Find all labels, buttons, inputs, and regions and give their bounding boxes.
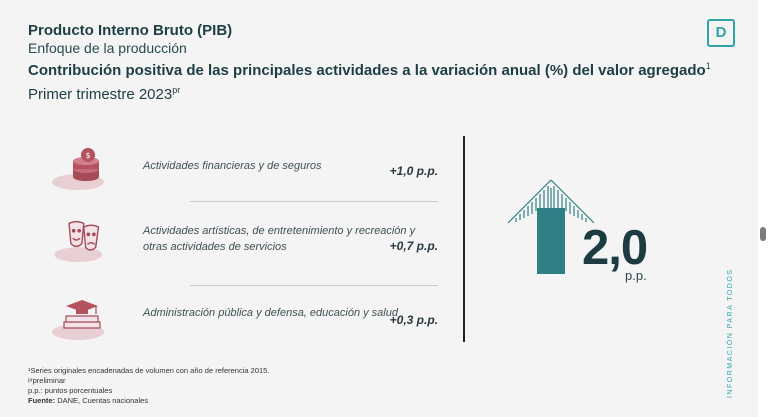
- total-unit: p.p.: [625, 268, 647, 283]
- activity-value: +0,3 p.p.: [389, 313, 438, 327]
- graduation-books-icon: [52, 300, 104, 340]
- heading-text: Contribución positiva de las principales…: [28, 62, 706, 79]
- period-text: Primer trimestre 2023: [28, 86, 173, 103]
- activity-label: Actividades artísticas, de entretenimien…: [143, 225, 416, 253]
- slide-title: Producto Interno Bruto (PIB): [28, 22, 233, 39]
- footnotes: ¹Series originales encadenadas de volume…: [28, 366, 269, 406]
- slide-period: Primer trimestre 2023pr: [28, 80, 711, 105]
- row-divider: [190, 285, 438, 286]
- heading-footnote-mark: 1: [705, 61, 711, 71]
- activity-label: Actividades financieras y de seguros: [143, 160, 322, 172]
- total-value: 2,0: [582, 221, 648, 275]
- scrollbar-thumb[interactable]: [760, 227, 766, 241]
- dane-logo-icon: D: [707, 19, 735, 47]
- activity-row-financial: $ Actividades financieras y de seguros +…: [50, 146, 438, 192]
- footnote-source: Fuente: DANE, Cuentas nacionales: [28, 396, 269, 406]
- vertical-scrollbar[interactable]: [758, 0, 768, 417]
- source-label: Fuente:: [28, 396, 56, 405]
- vertical-divider: [463, 136, 465, 342]
- slogan-vertical-text: INFORMACIÓN PARA TODOS: [727, 268, 734, 398]
- period-footnote-mark: pr: [172, 85, 181, 95]
- slide-heading: Contribución positiva de las principales…: [28, 57, 711, 80]
- slide-subtitle: Enfoque de la producción: [28, 40, 187, 56]
- up-arrow-icon: [508, 179, 594, 274]
- footnote-preliminary: ᵖʳpreliminar: [28, 376, 66, 385]
- coins-icon: $: [52, 148, 104, 190]
- activity-value: +1,0 p.p.: [389, 164, 438, 178]
- theater-masks-icon: [54, 220, 103, 262]
- svg-text:$: $: [85, 151, 90, 160]
- activity-label: Administración pública y defensa, educac…: [143, 307, 398, 319]
- footnote-series: ¹Series originales encadenadas de volume…: [28, 366, 270, 375]
- activity-value: +0,7 p.p.: [389, 239, 438, 253]
- source-text: DANE, Cuentas nacionales: [57, 396, 149, 405]
- row-divider: [190, 201, 438, 202]
- slide-header: Producto Interno Bruto (PIB) Enfoque de …: [28, 21, 711, 105]
- activity-row-arts: Actividades artísticas, de entretenimien…: [50, 216, 438, 268]
- activity-row-public-admin: Administración pública y defensa, educac…: [50, 296, 438, 342]
- footnote-pp: p.p.: puntos porcentuales: [28, 386, 113, 395]
